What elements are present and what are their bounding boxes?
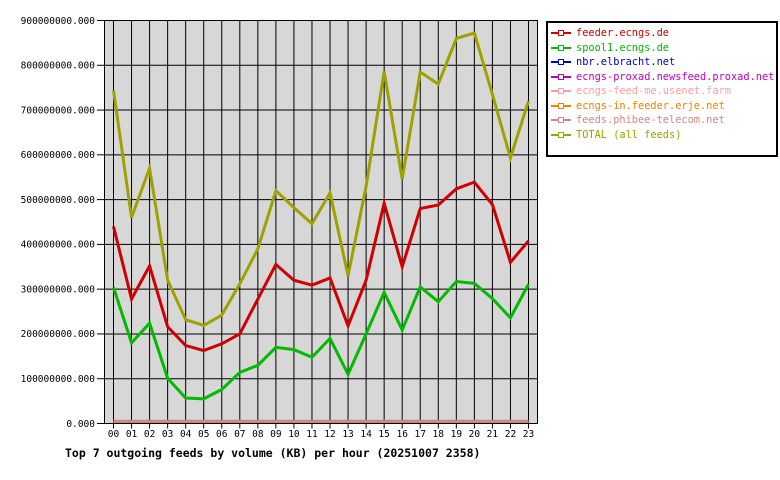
x-tick-label: 11 [306, 429, 318, 440]
x-tick-label: 02 [144, 429, 155, 440]
legend-line-marker-icon [551, 102, 571, 109]
x-tick-label: 08 [252, 429, 264, 440]
x-tick-label: 18 [433, 429, 445, 440]
x-tick-label: 12 [324, 429, 335, 440]
x-tick-label: 09 [270, 429, 282, 440]
x-tick-label: 10 [288, 429, 300, 440]
y-tick-label: 900000000.000 [21, 16, 96, 27]
legend-item: spool1.ecngs.de [548, 41, 776, 56]
legend-label: ecngs-proxad.newsfeed.proxad.net [576, 70, 775, 83]
series-line-spool1-ecngs-de [112, 279, 530, 401]
x-tick-label: 05 [198, 429, 209, 440]
x-tick-label: 23 [523, 429, 534, 440]
y-tick-label: 700000000.000 [21, 105, 96, 116]
legend-label: ecngs-feed-me.usenet.farm [576, 85, 731, 97]
y-tick-label: 100000000.000 [21, 374, 96, 385]
x-tick-label: 22 [505, 429, 516, 440]
plot-frame [104, 20, 538, 424]
legend-item: feeds.phibee-telecom.net [548, 113, 776, 128]
y-axis-labels: 0.000 100000000.000 200000000.000 300000000… [21, 16, 96, 430]
plot-background [104, 20, 538, 424]
x-tick-label: 13 [342, 429, 353, 440]
legend-line-marker-icon [551, 88, 571, 95]
y-tick-label: 0.000 [66, 419, 95, 430]
y-tick-label: 500000000.000 [21, 195, 96, 206]
y-tick-label: 300000000.000 [21, 284, 96, 295]
x-axis-labels: 00 01 02 03 04 05 06 07 08 09 10 11 12 13 14 15 16 17 18 19… [108, 429, 534, 440]
x-tick-label: 01 [126, 429, 138, 440]
x-tick-label: 04 [180, 429, 192, 440]
legend-line-marker-icon [551, 117, 571, 124]
legend-label: feeds.phibee-telecom.net [576, 114, 725, 126]
legend-item: ecngs-proxad.newsfeed.proxad.net [548, 70, 776, 85]
chart-title: Top 7 outgoing feeds by volume (KB) per … [65, 446, 481, 460]
x-tick-label: 03 [162, 429, 173, 440]
legend-item: feeder.ecngs.de [548, 26, 776, 41]
legend-label: nbr.elbracht.net [576, 56, 676, 68]
legend-line-marker-icon [551, 73, 571, 80]
series-lines [112, 31, 530, 424]
x-tick-label: 14 [360, 429, 372, 440]
x-tick-label: 21 [487, 429, 499, 440]
y-tick-label: 600000000.000 [21, 150, 96, 161]
legend: feeder.ecngs.de spool1.ecngs.de nbr.elbrac… [546, 21, 778, 157]
legend-label: ecngs-in.feeder.erje.net [576, 99, 725, 112]
legend-item: TOTAL (all feeds) [548, 128, 776, 143]
x-tick-label: 16 [396, 429, 408, 440]
legend-label: spool1.ecngs.de [576, 41, 669, 54]
legend-label: TOTAL (all feeds) [576, 128, 682, 141]
legend-line-marker-icon [551, 59, 571, 66]
axis-ticks [97, 20, 529, 429]
legend-item: ecngs-feed-me.usenet.farm [548, 84, 776, 99]
series-line-total-all-feeds- [112, 31, 530, 328]
y-tick-label: 800000000.000 [21, 61, 96, 72]
x-tick-label: 15 [378, 429, 389, 440]
x-tick-label: 17 [415, 429, 426, 440]
y-tick-label: 400000000.000 [21, 240, 96, 251]
legend-line-marker-icon [551, 30, 571, 37]
x-tick-label: 00 [108, 429, 120, 440]
x-tick-label: 06 [216, 429, 228, 440]
legend-line-marker-icon [551, 44, 571, 51]
x-tick-label: 07 [234, 429, 245, 440]
legend-item: ecngs-in.feeder.erje.net [548, 99, 776, 114]
x-tick-label: 19 [451, 429, 463, 440]
legend-item: nbr.elbracht.net [548, 55, 776, 70]
y-tick-label: 200000000.000 [21, 329, 96, 340]
legend-line-marker-icon [551, 131, 571, 138]
x-tick-label: 20 [469, 429, 481, 440]
legend-label: feeder.ecngs.de [576, 27, 669, 39]
series-line-feeder-ecngs-de [112, 180, 530, 353]
